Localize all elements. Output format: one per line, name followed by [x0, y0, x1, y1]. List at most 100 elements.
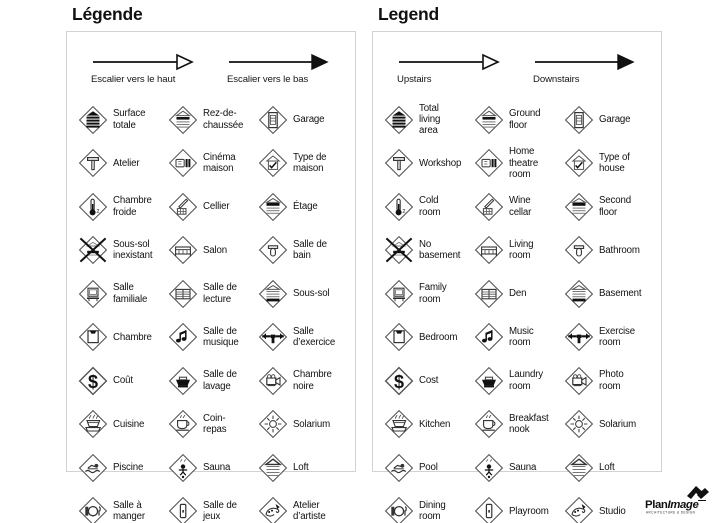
- legend-entry: Loft: [257, 446, 347, 490]
- wine-cellar-icon: [167, 191, 199, 223]
- arrow-up-outline-icon: [397, 52, 515, 74]
- kitchen-icon: [383, 408, 415, 440]
- laundry-room-icon: [167, 365, 199, 397]
- legend-entry-label: Kitchen: [419, 418, 451, 430]
- legend-entry: Breakfast nook: [473, 403, 563, 447]
- legend-entry-label: Playroom: [509, 505, 549, 517]
- legend-entry-label: Piscine: [113, 462, 144, 474]
- legend-entry: Wine cellar: [473, 185, 563, 229]
- legend-entry-label: Type de maison: [293, 151, 327, 175]
- stairs-up-label-fr: Escalier vers le haut: [91, 74, 176, 85]
- legend-entry-label: Sauna: [203, 462, 231, 474]
- workshop-hammer-icon: [383, 147, 415, 179]
- living-room-icon: [473, 234, 505, 266]
- solarium-icon: [563, 408, 595, 440]
- legend-entry: Exercise room: [563, 316, 653, 360]
- legend-box-en: Upstairs Downstairs Total living area Groun…: [372, 31, 662, 523]
- page-title-fr: Légende: [72, 4, 143, 24]
- legend-entry-label: Wine cellar: [509, 195, 532, 218]
- studio-icon: [563, 495, 595, 523]
- legend-entry-label: Chambre froide: [113, 195, 152, 218]
- wine-cellar-icon: [473, 191, 505, 223]
- legend-entry-label: Studio: [599, 505, 626, 517]
- ground-floor-icon: [167, 104, 199, 136]
- house-pencil-logo-icon: [685, 485, 711, 506]
- page-title-en: Legend: [378, 4, 440, 24]
- house-type-icon: [257, 147, 289, 179]
- legend-entry: Dining room: [383, 490, 473, 523]
- den-icon: [473, 278, 505, 310]
- cost-dollar-icon: $: [383, 365, 415, 397]
- legend-entry-label: Bedroom: [419, 331, 458, 343]
- pool-icon: [77, 452, 109, 484]
- legend-entry: Rez-de-chaussée: [167, 98, 257, 142]
- stairs-down-fr: Escalier vers le bas: [227, 52, 345, 86]
- dining-room-icon: [383, 495, 415, 523]
- brand-image: Image: [667, 499, 699, 511]
- living-room-icon: [167, 234, 199, 266]
- legend-entry: Piscine: [77, 446, 167, 490]
- legend-entry-label: Den: [509, 288, 527, 300]
- legend-entry: Atelier: [77, 142, 167, 186]
- exercise-room-icon: [257, 321, 289, 353]
- solarium-icon: [257, 408, 289, 440]
- legend-box-fr: Escalier vers le haut Escalier vers le b…: [66, 31, 356, 523]
- brand-logo: PlanImage ARCHITECTURE & DESIGN: [645, 485, 715, 518]
- legend-entry: Salle à manger: [77, 490, 167, 523]
- legend-entry-label: Type of house: [599, 151, 630, 175]
- legend-entry: Garage: [257, 98, 347, 142]
- legend-entry: No basement: [383, 229, 473, 273]
- kitchen-icon: [77, 408, 109, 440]
- legend-entry: Salon: [167, 229, 257, 273]
- legend-entry: Sous-sol inexistant: [77, 229, 167, 273]
- stairs-row-en: Upstairs Downstairs: [383, 46, 653, 92]
- legend-entry: Pool: [383, 446, 473, 490]
- legend-entry: Garage: [563, 98, 653, 142]
- cost-dollar-icon: $: [77, 365, 109, 397]
- legend-entry-label: Loft: [599, 462, 615, 474]
- legend-entry: Type of house: [563, 142, 653, 186]
- legend-entry-label: Salle à manger: [113, 499, 145, 523]
- stairs-down-label-en: Downstairs: [533, 74, 580, 85]
- legend-entry: Solarium: [563, 403, 653, 447]
- loft-icon: [257, 452, 289, 484]
- legend-entry-label: Ground floor: [509, 108, 541, 131]
- second-floor-icon: [563, 191, 595, 223]
- svg-text:$: $: [394, 372, 404, 392]
- stairs-down-en: Downstairs: [533, 52, 651, 86]
- legend-entry: Sauna: [473, 446, 563, 490]
- legend-entry-label: Home theatre room: [509, 146, 539, 180]
- legend-entry: Chambre noire: [257, 359, 347, 403]
- brand-tagline: ARCHITECTURE & DESIGN: [646, 510, 696, 515]
- playroom-icon: [473, 495, 505, 523]
- legend-entry-label: Salle de musique: [203, 325, 239, 349]
- music-room-icon: [167, 321, 199, 353]
- legend-entry: Salle de musique: [167, 316, 257, 360]
- legend-entry-label: Second floor: [599, 195, 631, 218]
- laundry-room-icon: [473, 365, 505, 397]
- legend-entry: Bedroom: [383, 316, 473, 360]
- cold-room-icon: 2: [77, 191, 109, 223]
- breakfast-nook-icon: [473, 408, 505, 440]
- pool-icon: [383, 452, 415, 484]
- second-floor-icon: [257, 191, 289, 223]
- legend-grid-fr: Surface totale Rez-de-chaussée Garage Atelie…: [77, 98, 347, 523]
- legend-entry: Basement: [563, 272, 653, 316]
- legend-entry-label: Exercise room: [599, 325, 635, 349]
- legend-entry-label: Atelier: [113, 157, 140, 169]
- sauna-icon: [167, 452, 199, 484]
- legend-entry-label: Garage: [293, 114, 325, 126]
- legend-entry-label: Sous-sol: [293, 288, 330, 300]
- studio-icon: [257, 495, 289, 523]
- legend-entry: Laundry room: [473, 359, 563, 403]
- legend-entry-label: Sous-sol inexistant: [113, 238, 153, 262]
- stairs-row-fr: Escalier vers le haut Escalier vers le b…: [77, 46, 347, 92]
- family-room-icon: [77, 278, 109, 310]
- legend-entry-label: Loft: [293, 462, 309, 474]
- house-type-icon: [563, 147, 595, 179]
- legend-entry-label: Family room: [419, 282, 447, 305]
- brand-plan: Plan: [645, 499, 668, 511]
- legend-entry: Salle de bain: [257, 229, 347, 273]
- dining-room-icon: [77, 495, 109, 523]
- legend-entry: Music room: [473, 316, 563, 360]
